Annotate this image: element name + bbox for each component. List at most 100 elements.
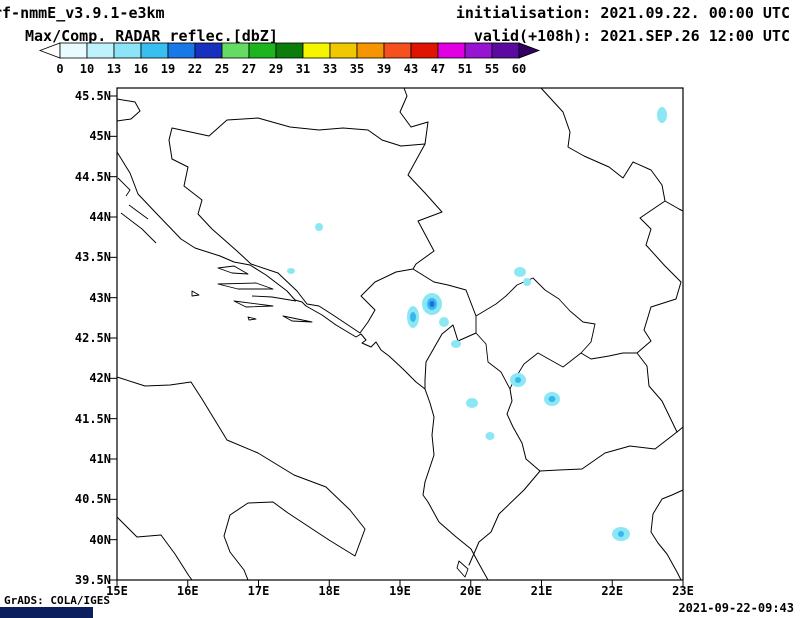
colorbar-tick-label: 19 xyxy=(161,62,175,76)
radar-echo xyxy=(287,268,295,274)
colorbar-tick-label: 27 xyxy=(242,62,256,76)
serbia-macedonia-border xyxy=(580,352,638,360)
radar-echo xyxy=(451,340,461,348)
x-axis-labels: 15E 16E 17E 18E 19E 20E 21E 22E 23E xyxy=(0,584,800,602)
x-tick-label: 18E xyxy=(318,584,341,598)
colorbar-tick-label: 33 xyxy=(323,62,337,76)
colorbar: 0 10 13 16 19 22 25 27 29 31 33 35 39 43 47 51 55 60 xyxy=(0,40,560,82)
y-axis-labels: 45.5N 45N 44.5N 44N 43.5N 43N 42.5N 42N 41.5N 41N… xyxy=(0,0,111,618)
albania-macedonia-border xyxy=(506,388,541,472)
y-tick-label: 41N xyxy=(89,451,111,466)
radar-echo xyxy=(618,531,624,537)
radar-echo xyxy=(548,396,556,402)
macedonia-greece-border xyxy=(539,431,678,472)
island-dugi-otok xyxy=(120,212,157,244)
colorbar-tick-label: 47 xyxy=(431,62,445,76)
valid-line: valid(+108h): 2021.SEP.26 12:00 UTC xyxy=(474,27,790,45)
serbia-bulgaria-border xyxy=(636,200,682,354)
creation-timestamp: 2021-09-22-09:43 xyxy=(678,601,794,615)
bulgaria-greece-border xyxy=(676,426,684,433)
colorbar-tick-label: 31 xyxy=(296,62,310,76)
island-zadar-group xyxy=(128,204,149,220)
radar-echo xyxy=(439,317,449,327)
montenegro-albania-border xyxy=(424,324,477,390)
y-tick-label: 40.5N xyxy=(74,492,111,507)
radar-echo xyxy=(485,432,495,440)
island-brac xyxy=(217,265,249,275)
peljesac-peninsula xyxy=(251,295,297,302)
italy-tyrrhenian-coastline xyxy=(116,516,193,581)
albania-greece-border xyxy=(468,470,541,566)
colorbar-svg: 0 10 13 16 19 22 25 27 29 31 33 35 39 43 47 51 55 60 xyxy=(38,42,541,76)
kosovo-border xyxy=(475,277,596,390)
valid-value: 2021.SEP.26 12:00 UTC xyxy=(600,27,790,45)
radar-echo xyxy=(429,301,435,307)
island-lastovo xyxy=(247,316,257,321)
montenegro-serbia-border xyxy=(412,268,477,317)
y-tick-label: 40N xyxy=(89,532,111,547)
colorbar-tick-label: 16 xyxy=(134,62,148,76)
colorbar-tick-label: 43 xyxy=(404,62,418,76)
y-tick-label: 43N xyxy=(89,290,111,305)
colorbar-tick-label: 29 xyxy=(269,62,283,76)
map-borders xyxy=(116,87,684,581)
colorbar-tick-label: 0 xyxy=(56,62,63,76)
y-tick-label: 43.5N xyxy=(74,250,111,265)
radar-echo xyxy=(315,223,323,231)
serbia-romania-border xyxy=(540,87,684,212)
x-tick-label: 23E xyxy=(672,584,694,598)
x-tick-label: 21E xyxy=(530,584,553,598)
colorbar-tick-label: 22 xyxy=(188,62,202,76)
greece-aegean-coastline xyxy=(650,489,684,581)
y-tick-label: 45N xyxy=(89,129,111,144)
radar-echo xyxy=(515,377,521,383)
y-tick-label: 45.5N xyxy=(74,89,111,103)
y-tick-label: 44N xyxy=(89,209,111,224)
x-tick-label: 19E xyxy=(389,584,411,598)
x-tick-label: 15E xyxy=(106,584,128,598)
island-corfu xyxy=(456,560,469,578)
valid-label: valid(+108h): xyxy=(473,27,592,45)
adriatic-east-coastline xyxy=(116,151,489,581)
island-korcula xyxy=(233,300,274,308)
radar-echoes xyxy=(287,107,667,541)
x-tick-label: 20E xyxy=(459,584,482,598)
island-hvar xyxy=(217,282,274,290)
colorbar-tick-label: 13 xyxy=(107,62,121,76)
y-tick-label: 42N xyxy=(89,371,111,386)
y-tick-label: 42.5N xyxy=(74,330,111,345)
initialisation-value: 2021.09.22. 00:00 UTC xyxy=(600,4,790,22)
colorbar-right-arrow xyxy=(518,42,541,59)
model-title: rf-nmmE_v3.9.1-e3km xyxy=(0,4,165,22)
radar-echo xyxy=(466,398,478,408)
map-ticks xyxy=(110,95,684,587)
radar-echo xyxy=(657,107,667,123)
radar-echo xyxy=(410,312,416,322)
colorbar-tick-label: 35 xyxy=(350,62,364,76)
island-pag xyxy=(117,177,131,197)
initialisation-line: initialisation: 2021.09.22. 00:00 UTC xyxy=(456,4,790,22)
slovenia-croatia-border xyxy=(116,98,141,122)
x-tick-label: 22E xyxy=(601,584,624,598)
initialisation-label: initialisation: xyxy=(455,4,592,22)
colorbar-tick-label: 55 xyxy=(485,62,499,76)
x-tick-label: 17E xyxy=(247,584,270,598)
bulgaria-macedonia-border xyxy=(636,352,678,433)
colorbar-tick-label: 25 xyxy=(215,62,229,76)
product-title: Max/Comp. RADAR reflec.[dbZ] xyxy=(25,27,278,45)
grads-logo-bar xyxy=(0,607,93,618)
italy-adriatic-coastline xyxy=(116,376,366,581)
colorbar-tick-label: 39 xyxy=(377,62,391,76)
y-tick-label: 39.5N xyxy=(74,572,111,587)
colorbar-tick-label: 10 xyxy=(80,62,94,76)
x-tick-label: 16E xyxy=(176,584,199,598)
radar-echo xyxy=(523,278,531,286)
bosnia-border xyxy=(168,117,443,334)
island-vis xyxy=(191,290,200,297)
y-tick-label: 41.5N xyxy=(74,411,111,426)
colorbar-tick-label: 60 xyxy=(512,62,526,76)
grads-credit: GrADS: COLA/IGES xyxy=(4,594,110,607)
island-mljet xyxy=(282,315,313,323)
adriatic-islands xyxy=(117,177,469,578)
